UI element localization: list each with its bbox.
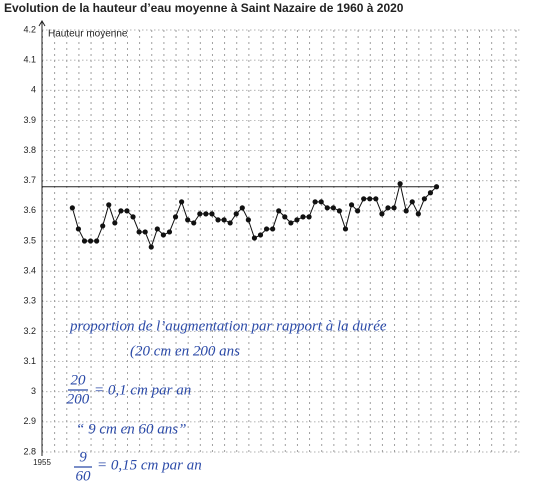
y-tick-label: 3 [31,386,36,396]
data-point [148,244,154,250]
data-point [191,220,197,226]
handwritten-note: proportion de l’augmentation par rapport… [69,318,387,334]
data-point [154,226,160,232]
data-point [185,217,191,223]
data-point [118,208,124,214]
data-point [312,199,318,205]
data-point [427,190,434,196]
data-point [342,226,349,232]
handwritten-note: = 0,15 cm par an [97,457,202,473]
data-point [136,229,142,235]
data-point [221,217,227,223]
y-tick-label: 2.8 [23,446,36,456]
handwritten-note: 9 [79,449,87,465]
data-point [69,205,75,211]
data-point [391,205,397,211]
data-point [336,208,343,214]
data-point [203,211,209,217]
data-point [197,211,203,217]
data-point [100,223,106,229]
data-point [373,196,379,202]
data-point [257,232,264,238]
y-tick-label: 3.3 [23,296,36,306]
data-point [75,226,82,232]
y-tick-label: 4 [31,85,36,95]
data-point [270,226,276,232]
data-point [166,229,173,235]
y-tick-label: 3.6 [23,205,36,215]
y-tick-label: 3.8 [23,145,36,155]
data-point [233,211,239,217]
data-point [81,238,88,244]
x-tick-label: 1955 [33,458,51,467]
data-point [397,181,403,187]
data-point [179,199,185,205]
data-point [263,226,270,232]
data-point [172,214,179,220]
y-tick-label: 3.7 [23,175,36,185]
y-tick-label: 3.4 [23,266,36,276]
data-point [403,208,409,214]
data-point [94,238,100,244]
handwritten-note: “ 9 cm en 60 ans” [76,421,186,437]
data-point [142,229,148,235]
handwritten-note: (20 cm en 200 ans [130,343,240,359]
data-point [294,217,300,223]
y-tick-label: 3.1 [23,356,36,366]
data-point [160,232,166,238]
data-point [348,202,355,208]
handwritten-note: 200 [67,391,90,407]
handwritten-note: 60 [76,468,92,484]
data-point [318,199,324,205]
y-tick-label: 4.1 [23,55,36,65]
data-point [124,208,130,214]
y-tick-label: 3.2 [23,326,36,336]
data-point [367,196,373,202]
data-point [385,205,391,211]
data-point [361,196,367,202]
chart-title: Evolution de la hauteur d’eau moyenne à … [4,1,404,15]
data-point [355,208,361,214]
data-point [421,196,427,202]
data-point [288,220,294,226]
y-tick-label: 3.9 [23,115,36,125]
y-tick-label: 4.2 [23,24,36,34]
data-point [324,205,330,211]
handwritten-note: = 0,1 cm par an [94,382,191,398]
data-point [130,214,136,220]
y-axis-label: Hauteur moyenne [48,29,128,40]
data-point [209,211,215,217]
data-point [282,214,288,220]
data-point [245,217,251,223]
data-point [379,211,385,217]
data-point [106,202,112,208]
data-point [306,214,312,220]
data-point [409,199,415,205]
handwritten-note: 20 [71,372,87,388]
data-point [251,235,258,241]
data-point [87,238,94,244]
data-point [300,214,306,220]
y-tick-label: 3.5 [23,235,36,245]
y-axis-arrow [38,20,46,27]
data-point [415,211,421,217]
data-point [330,205,336,211]
data-point [112,220,118,226]
data-point [276,208,282,214]
data-point [227,220,233,226]
data-point [433,184,440,190]
y-tick-label: 2.9 [23,416,36,426]
data-point [215,217,221,223]
data-point [239,205,245,211]
